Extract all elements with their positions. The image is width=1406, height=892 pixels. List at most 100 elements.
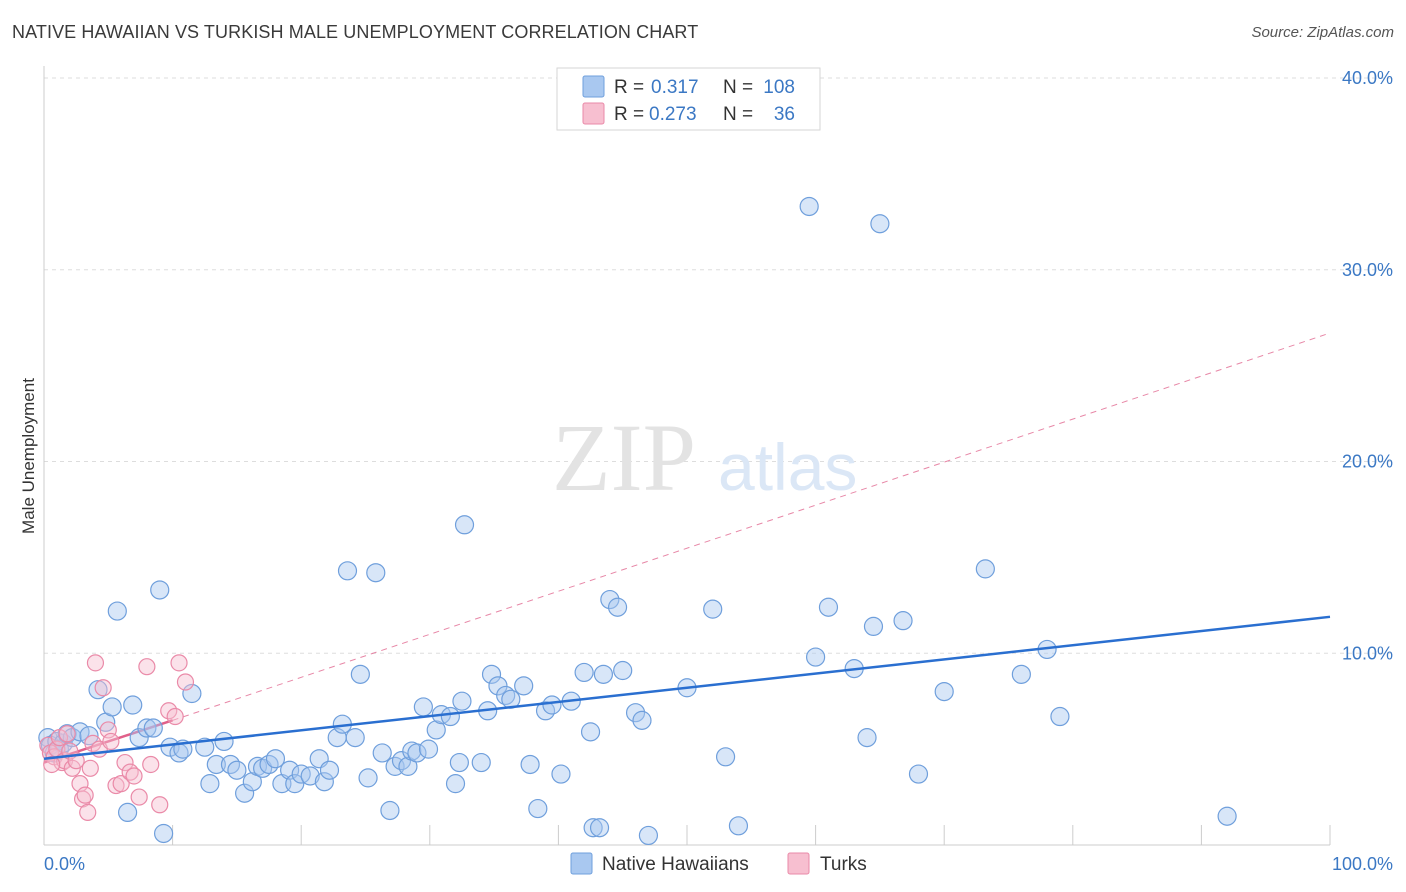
- native-hawaiian-point: [398, 756, 418, 776]
- native-hawaiian-point: [350, 664, 370, 684]
- native-hawaiian-point: [413, 697, 433, 717]
- turks-point: [138, 658, 156, 676]
- native-hawaiian-point: [818, 597, 839, 617]
- turks-point: [142, 755, 160, 774]
- native-hawaiian-point: [265, 749, 286, 769]
- y-tick-label-1: 20.0%: [1342, 452, 1393, 472]
- y-tick-label-0: 10.0%: [1342, 643, 1393, 663]
- native-hawaiian-point: [182, 683, 202, 704]
- turks-point: [112, 775, 130, 793]
- native-hawaiian-point: [715, 747, 736, 767]
- axes: [43, 66, 1331, 846]
- turks-point: [130, 788, 148, 806]
- native-hawaiian-point: [440, 706, 460, 727]
- native-hawaiian-point: [150, 580, 170, 600]
- native-hawaiian-point: [583, 818, 603, 838]
- native-hawaiian-point: [1050, 706, 1070, 727]
- watermark: ZIP atlas: [552, 404, 857, 511]
- legend-swatch-pink: [582, 102, 605, 125]
- native-hawaiian-point: [107, 601, 127, 621]
- native-hawaiian-point: [358, 768, 378, 788]
- native-hawaiians-trend-line: [43, 615, 1331, 760]
- turks-point: [125, 767, 143, 785]
- legend-swatch-blue: [582, 75, 605, 98]
- turks-point: [81, 759, 99, 777]
- turks-point: [43, 755, 61, 774]
- native-hawaiian-point: [426, 720, 446, 740]
- native-hawaiian-point: [488, 676, 508, 696]
- native-hawaiian-point: [471, 752, 491, 773]
- x-tick-labels: 0.0% 100.0%: [44, 854, 1393, 874]
- native-hawaiian-point: [200, 774, 220, 794]
- native-hawaiian-point: [129, 728, 149, 748]
- native-hawaiian-point: [520, 754, 540, 775]
- native-hawaiian-point: [452, 691, 472, 711]
- native-hawaiian-point: [137, 718, 157, 738]
- native-hawaiian-point: [102, 697, 122, 717]
- stats-legend: R = 0.317 N = 108 R = 0.273 N = 36: [556, 67, 821, 131]
- native-hawaiian-point: [206, 754, 226, 775]
- y-tick-label-3: 40.0%: [1342, 68, 1393, 88]
- turks-point: [50, 729, 69, 747]
- turks-point: [102, 732, 120, 751]
- native-hawaiian-point: [908, 764, 929, 784]
- native-hawaiian-point: [227, 760, 247, 780]
- source-credit: Source: ZipAtlas.com: [1251, 24, 1394, 41]
- x-tick-label-1: 100.0%: [1332, 854, 1393, 874]
- native-hawaiian-point: [574, 662, 594, 683]
- native-hawaiian-point: [372, 743, 392, 763]
- turks-point: [94, 679, 112, 697]
- native-hawaiian-point: [319, 760, 340, 780]
- native-hawaiians-points: [38, 196, 1237, 846]
- legend-n-label-blue: N =: [723, 77, 753, 98]
- turks-point: [86, 654, 105, 672]
- native-hawaiian-point: [337, 561, 358, 581]
- native-hawaiian-point: [314, 772, 334, 792]
- turks-trend: [43, 332, 1331, 764]
- y-axis-label: Male Unemployment: [19, 378, 38, 534]
- native-hawaiian-point: [407, 743, 427, 763]
- native-hawaiian-point: [1217, 806, 1237, 826]
- y-tick-label-2: 30.0%: [1342, 260, 1393, 280]
- native-hawaiian-point: [805, 647, 826, 667]
- native-hawaiian-point: [153, 823, 174, 844]
- native-hawaiian-point: [345, 728, 365, 748]
- turks-trend-extension: [172, 332, 1331, 721]
- native-hawaiian-point: [449, 752, 469, 773]
- native-hawaiian-point: [799, 196, 819, 217]
- native-hawaiian-point: [454, 515, 475, 535]
- native-hawaiian-point: [703, 599, 723, 619]
- x-tick-label-0: 0.0%: [44, 854, 85, 874]
- native-hawaiian-point: [589, 818, 610, 838]
- native-hawaiian-point: [638, 825, 659, 846]
- legend-n-value-pink: 36: [774, 104, 795, 125]
- native-hawaiian-point: [1011, 664, 1031, 684]
- native-hawaiian-point: [551, 764, 571, 784]
- native-hawaiian-point: [117, 802, 138, 823]
- legend-r-label-pink: R =: [614, 104, 644, 125]
- native-hawaiian-point: [300, 766, 320, 786]
- native-hawaiian-point: [863, 616, 884, 637]
- native-hawaiian-point: [607, 597, 628, 617]
- turks-point: [160, 702, 178, 720]
- native-hawaiian-point: [593, 664, 614, 684]
- watermark-zip: ZIP: [552, 404, 696, 511]
- series-legend-label-blue: Native Hawaiians: [602, 854, 749, 875]
- native-hawaiian-point: [88, 680, 108, 700]
- turks-point: [76, 786, 94, 804]
- native-hawaiian-point: [235, 783, 255, 803]
- native-hawaiian-point: [514, 676, 534, 696]
- native-hawaiian-point: [528, 798, 548, 819]
- series-legend: Native Hawaiians Turks: [570, 852, 867, 875]
- turks-point: [166, 707, 184, 726]
- native-hawaiian-point: [893, 611, 913, 631]
- native-hawaiian-point: [366, 563, 386, 583]
- native-hawaiian-point: [580, 722, 601, 742]
- native-hawaiian-point: [870, 214, 890, 234]
- turks-point: [84, 734, 102, 752]
- native-hawaiian-point: [542, 695, 562, 715]
- legend-r-label-blue: R =: [614, 77, 644, 98]
- native-hawaiian-point: [600, 589, 620, 610]
- series-legend-label-pink: Turks: [820, 854, 867, 875]
- legend-r-value-pink: 0.273: [649, 104, 697, 125]
